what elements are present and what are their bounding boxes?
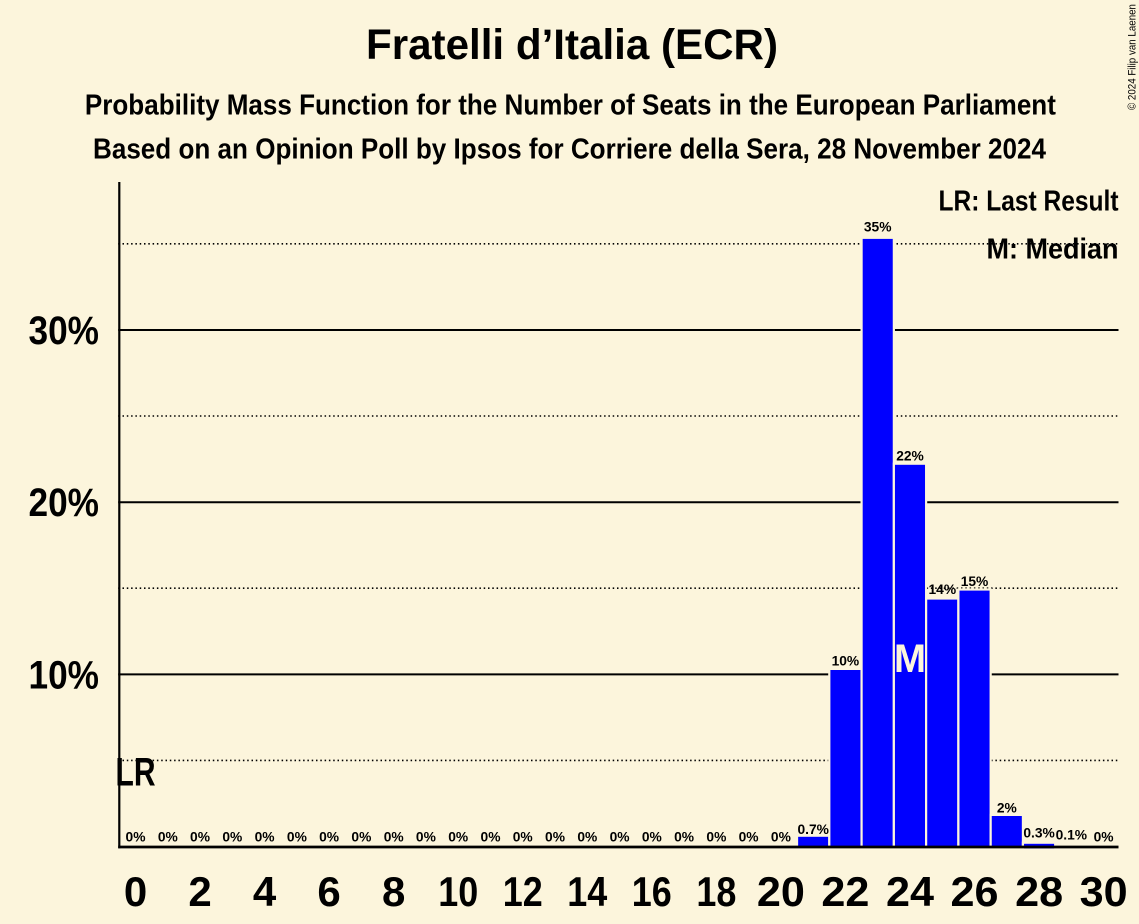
svg-text:0%: 0% xyxy=(610,829,630,844)
svg-text:10: 10 xyxy=(438,868,478,915)
svg-text:2: 2 xyxy=(188,868,211,915)
svg-text:30%: 30% xyxy=(29,309,100,353)
svg-text:28: 28 xyxy=(1015,868,1063,915)
svg-text:0%: 0% xyxy=(287,829,307,844)
svg-text:0%: 0% xyxy=(222,829,242,844)
svg-text:18: 18 xyxy=(696,868,736,915)
svg-text:0.1%: 0.1% xyxy=(1056,828,1087,843)
svg-text:0%: 0% xyxy=(739,829,759,844)
svg-text:0.7%: 0.7% xyxy=(797,822,828,837)
svg-text:0%: 0% xyxy=(674,829,694,844)
svg-text:4: 4 xyxy=(253,868,277,915)
svg-text:0%: 0% xyxy=(771,829,791,844)
svg-text:14: 14 xyxy=(567,868,608,915)
svg-text:0%: 0% xyxy=(255,829,275,844)
svg-text:12: 12 xyxy=(503,868,543,915)
svg-text:Probability Mass Function for: Probability Mass Function for the Number… xyxy=(85,90,1056,122)
svg-text:LR: LR xyxy=(116,750,156,794)
svg-text:0%: 0% xyxy=(158,829,178,844)
svg-text:Fratelli d’Italia (ECR): Fratelli d’Italia (ECR) xyxy=(366,21,778,69)
svg-text:M: Median: M: Median xyxy=(987,234,1119,266)
svg-text:2%: 2% xyxy=(997,800,1017,815)
svg-text:0%: 0% xyxy=(706,829,726,844)
svg-text:15%: 15% xyxy=(961,574,989,589)
svg-text:0.3%: 0.3% xyxy=(1023,826,1054,841)
svg-text:0%: 0% xyxy=(190,829,210,844)
svg-text:0%: 0% xyxy=(126,829,146,844)
svg-text:24: 24 xyxy=(886,868,935,915)
svg-text:M: M xyxy=(894,637,926,681)
svg-text:35%: 35% xyxy=(864,220,892,235)
svg-text:14%: 14% xyxy=(928,582,956,597)
svg-text:0%: 0% xyxy=(416,829,436,844)
svg-text:0%: 0% xyxy=(448,829,468,844)
svg-text:0%: 0% xyxy=(577,829,597,844)
svg-text:20: 20 xyxy=(757,868,805,915)
svg-text:16: 16 xyxy=(632,868,672,915)
svg-text:6: 6 xyxy=(317,868,340,915)
svg-text:22: 22 xyxy=(821,868,869,915)
svg-text:Based on an Opinion Poll by Ip: Based on an Opinion Poll by Ipsos for Co… xyxy=(93,134,1046,166)
svg-text:8: 8 xyxy=(382,868,405,915)
svg-text:0%: 0% xyxy=(1094,829,1114,844)
svg-text:0%: 0% xyxy=(545,829,565,844)
svg-text:26: 26 xyxy=(951,868,999,915)
svg-text:20%: 20% xyxy=(29,481,100,525)
svg-text:0%: 0% xyxy=(642,829,662,844)
svg-text:LR: Last Result: LR: Last Result xyxy=(939,186,1119,218)
svg-text:10%: 10% xyxy=(29,653,100,697)
svg-text:0%: 0% xyxy=(319,829,339,844)
svg-text:0%: 0% xyxy=(513,829,533,844)
svg-text:© 2024 Filip van Laenen: © 2024 Filip van Laenen xyxy=(1127,4,1139,110)
svg-text:0%: 0% xyxy=(384,829,404,844)
svg-text:30: 30 xyxy=(1080,868,1128,915)
svg-text:0%: 0% xyxy=(481,829,501,844)
svg-text:0%: 0% xyxy=(351,829,371,844)
svg-text:0: 0 xyxy=(124,868,147,915)
svg-text:10%: 10% xyxy=(832,654,860,669)
svg-text:22%: 22% xyxy=(896,448,924,463)
